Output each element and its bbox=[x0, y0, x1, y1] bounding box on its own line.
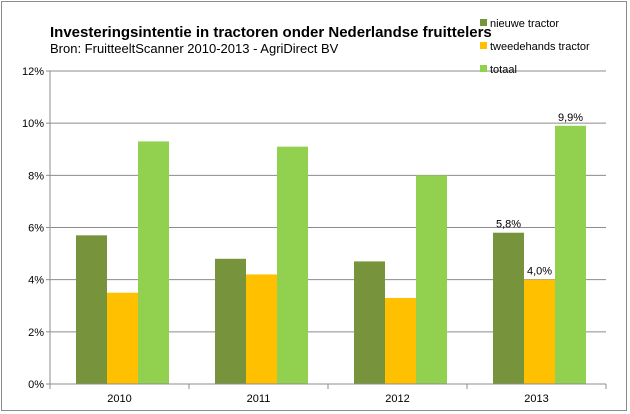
bar-nieuwe-tractor-2011 bbox=[215, 258, 246, 384]
bar-tweedehands-tractor-2013 bbox=[524, 279, 555, 384]
legend-label: totaal bbox=[490, 64, 517, 76]
legend: nieuwe tractor tweedehands tractor totaal bbox=[480, 18, 590, 76]
y-tick-label: 0% bbox=[28, 379, 44, 391]
y-tick-label: 10% bbox=[22, 118, 44, 130]
data-labels: 5,8% 4,0% 9,9% bbox=[496, 112, 583, 278]
data-label: 4,0% bbox=[527, 266, 552, 278]
y-tick-label: 12% bbox=[22, 66, 44, 78]
legend-label: nieuwe tractor bbox=[490, 18, 559, 30]
data-label: 5,8% bbox=[496, 219, 521, 231]
legend-swatch bbox=[480, 42, 487, 49]
bar-tweedehands-tractor-2010 bbox=[107, 292, 138, 384]
bar-totaal-2011 bbox=[277, 146, 308, 384]
x-tick-label: 2013 bbox=[524, 393, 548, 405]
y-tick-label: 4% bbox=[28, 275, 44, 287]
bar-nieuwe-tractor-2013 bbox=[493, 232, 524, 384]
bar-nieuwe-tractor-2010 bbox=[76, 235, 107, 384]
legend-label: tweedehands tractor bbox=[490, 41, 590, 53]
bar-tweedehands-tractor-2011 bbox=[246, 274, 277, 384]
bar-totaal-2012 bbox=[416, 175, 447, 384]
legend-swatch bbox=[480, 19, 487, 26]
x-tick-label: 2010 bbox=[107, 393, 131, 405]
x-tick-label: 2011 bbox=[247, 393, 271, 405]
x-tick-label: 2012 bbox=[385, 393, 409, 405]
y-tick-label: 8% bbox=[28, 170, 44, 182]
y-tick-label: 6% bbox=[28, 223, 44, 235]
y-tick-label: 2% bbox=[28, 327, 44, 339]
bars bbox=[76, 125, 586, 385]
bar-tweedehands-tractor-2012 bbox=[385, 297, 416, 384]
bar-nieuwe-tractor-2012 bbox=[354, 261, 385, 384]
axes: 0% 2% 4% 6% 8% 10% 12% 2010 2011 2012 2013 bbox=[22, 66, 607, 405]
data-label: 9,9% bbox=[558, 112, 583, 124]
chart-subtitle: Bron: FruitteeltScanner 2010-2013 - Agri… bbox=[50, 41, 339, 56]
chart-title: Investeringsintentie in tractoren onder … bbox=[50, 24, 492, 41]
bar-totaal-2013 bbox=[555, 125, 586, 385]
legend-swatch bbox=[480, 65, 487, 72]
bar-totaal-2010 bbox=[138, 141, 169, 384]
